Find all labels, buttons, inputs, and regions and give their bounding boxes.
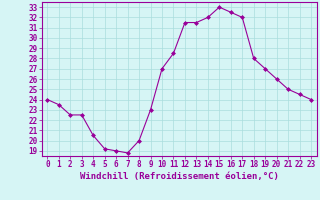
X-axis label: Windchill (Refroidissement éolien,°C): Windchill (Refroidissement éolien,°C)	[80, 172, 279, 181]
